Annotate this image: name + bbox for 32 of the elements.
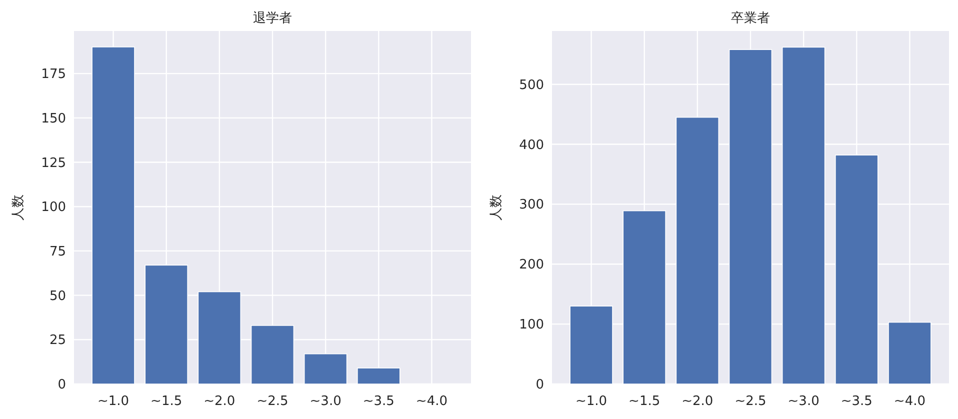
x-tick-label: ~2.0 [682, 394, 714, 409]
x-tick-label: ~4.0 [894, 394, 926, 409]
y-tick-label: 500 [519, 78, 544, 93]
y-tick-label: 150 [41, 111, 66, 126]
x-tick-label: ~1.0 [97, 394, 130, 409]
y-tick-label: 400 [519, 138, 544, 153]
x-tick-label: ~1.0 [575, 394, 608, 409]
y-tick-label: 175 [41, 67, 66, 82]
y-tick-label: 125 [41, 156, 66, 171]
y-tick-label: 0 [536, 378, 544, 392]
y-tick-label: 0 [58, 378, 66, 392]
y-axis-title: 人数 [11, 194, 26, 220]
chart-title: 退学者 [253, 11, 292, 26]
chart-title: 卒業者 [731, 11, 770, 26]
x-tick-label: ~3.5 [362, 394, 394, 409]
x-tick-label: ~3.0 [788, 394, 820, 409]
x-tick-label: ~3.5 [840, 394, 872, 409]
x-tick-label: ~3.0 [310, 394, 342, 409]
y-tick-label: 75 [49, 244, 66, 260]
y-tick-label: 200 [519, 258, 544, 273]
y-axis-title: 人数 [489, 194, 504, 220]
x-tick-label: ~2.0 [204, 394, 236, 409]
y-tick-label: 100 [41, 200, 66, 216]
y-tick-label: 300 [519, 198, 544, 213]
x-tick-label: ~2.5 [256, 394, 288, 409]
y-tick-label: 100 [519, 318, 544, 333]
x-tick-label: ~1.5 [628, 394, 660, 409]
x-tick-label: ~4.0 [416, 394, 448, 409]
y-tick-label: 25 [49, 333, 66, 348]
x-tick-label: ~1.5 [150, 394, 182, 409]
y-tick-label: 50 [49, 288, 66, 304]
x-tick-label: ~2.5 [734, 394, 766, 409]
